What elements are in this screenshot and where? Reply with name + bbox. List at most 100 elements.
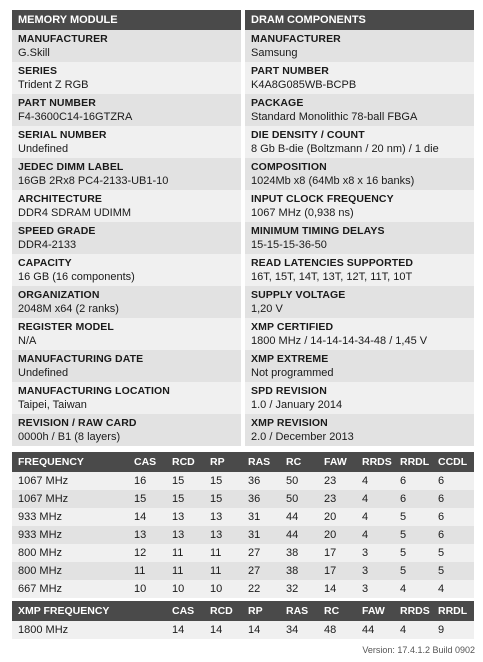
frequency-table-cell: 10 [204, 580, 242, 598]
memory-module-field: MANUFACTURING DATE Undefined [12, 350, 241, 382]
frequency-table-cell: 20 [318, 526, 356, 544]
frequency-table-cell: 15 [204, 472, 242, 490]
memory-module-field-label: MANUFACTURING DATE [18, 353, 144, 365]
memory-module-field: CAPACITY 16 GB (16 components) [12, 254, 241, 286]
frequency-table-row: 933 MHz 13 13 13 31 44 20 4 5 6 [12, 526, 474, 544]
memory-module-field-value: 16 GB (16 components) [18, 271, 135, 283]
frequency-table-cell: 5 [394, 562, 432, 580]
memory-module-field-value: Undefined [18, 367, 69, 379]
frequency-table-cell: 23 [318, 490, 356, 508]
dram-component-field: COMPOSITION 1024Mb x8 (64Mb x8 x 16 banks… [245, 158, 474, 190]
frequency-table-cell: 10 [166, 580, 204, 598]
dram-component-field-label: XMP CERTIFIED [251, 321, 334, 333]
xmp-table-column-header: CAS [166, 601, 204, 621]
xmp-timing-table: XMP FREQUENCY CAS RCD RP RAS RC FAW RRDS RRDL 18… [12, 601, 474, 639]
frequency-table-cell: 14 [318, 580, 356, 598]
memory-module-field-value: 0000h / B1 (8 layers) [18, 431, 121, 443]
info-columns: MEMORY MODULE MANUFACTURER G.Skill SERIES T… [12, 10, 474, 446]
memory-module-field-value: F4-3600C14-16GTZRA [18, 111, 133, 123]
memory-module-field: SERIES Trident Z RGB [12, 62, 241, 94]
frequency-table-cell: 4 [356, 472, 394, 490]
dram-component-field: READ LATENCIES SUPPORTED 16T, 15T, 14T, 1… [245, 254, 474, 286]
xmp-table-cell: 14 [242, 621, 280, 639]
memory-module-field-label: CAPACITY [18, 257, 72, 269]
frequency-table-cell: 15 [166, 490, 204, 508]
dram-component-field-label: MANUFACTURER [251, 33, 341, 45]
frequency-table-cell: 12 [128, 544, 166, 562]
memory-module-field-label: ORGANIZATION [18, 289, 100, 301]
dram-component-field-label: MINIMUM TIMING DELAYS [251, 225, 385, 237]
dram-component-field: XMP EXTREME Not programmed [245, 350, 474, 382]
memory-module-field: REGISTER MODEL N/A [12, 318, 241, 350]
frequency-table-cell: 14 [128, 508, 166, 526]
frequency-table-cell: 38 [280, 562, 318, 580]
memory-module-field-value: Taipei, Taiwan [18, 399, 87, 411]
frequency-table-cell: 50 [280, 472, 318, 490]
frequency-table-cell: 13 [166, 526, 204, 544]
frequency-table-column-header: CAS [128, 452, 166, 472]
frequency-table-column-header: RC [280, 452, 318, 472]
memory-module-field-label: ARCHITECTURE [18, 193, 103, 205]
dram-component-field-label: COMPOSITION [251, 161, 327, 173]
dram-component-field-value: 15-15-15-36-50 [251, 239, 327, 251]
memory-module-field: ORGANIZATION 2048M x64 (2 ranks) [12, 286, 241, 318]
xmp-table-cell: 34 [280, 621, 318, 639]
dram-components-header: DRAM COMPONENTS [245, 10, 474, 30]
frequency-table-cell: 11 [204, 544, 242, 562]
xmp-table-cell: 14 [166, 621, 204, 639]
frequency-table-cell: 667 MHz [12, 580, 128, 598]
memory-module-field: SERIAL NUMBER Undefined [12, 126, 241, 158]
frequency-table-cell: 6 [432, 490, 474, 508]
frequency-table-cell: 6 [432, 472, 474, 490]
xmp-table-column-header: RCD [204, 601, 242, 621]
memory-module-field: SPEED GRADE DDR4-2133 [12, 222, 241, 254]
frequency-table-cell: 1067 MHz [12, 490, 128, 508]
xmp-table-header: XMP FREQUENCY CAS RCD RP RAS RC FAW RRDS RRDL [12, 601, 474, 621]
memory-module-field: JEDEC DIMM LABEL 16GB 2Rx8 PC4-2133-UB1-1… [12, 158, 241, 190]
frequency-table-cell: 44 [280, 526, 318, 544]
frequency-table-cell: 4 [432, 580, 474, 598]
memory-module-field: MANUFACTURING LOCATION Taipei, Taiwan [12, 382, 241, 414]
dram-component-field: SUPPLY VOLTAGE 1,20 V [245, 286, 474, 318]
dram-components-section: DRAM COMPONENTS MANUFACTURER Samsung PART … [245, 10, 474, 446]
memory-module-field-label: JEDEC DIMM LABEL [18, 161, 124, 173]
dram-component-field-value: Not programmed [251, 367, 334, 379]
memory-module-field-value: 16GB 2Rx8 PC4-2133-UB1-10 [18, 175, 169, 187]
dram-component-field-value: 8 Gb B-die (Boltzmann / 20 nm) / 1 die [251, 143, 439, 155]
frequency-table-cell: 22 [242, 580, 280, 598]
frequency-table-cell: 44 [280, 508, 318, 526]
dram-component-field-label: XMP REVISION [251, 417, 328, 429]
frequency-table-column-header: RP [204, 452, 242, 472]
dram-component-field: MINIMUM TIMING DELAYS 15-15-15-36-50 [245, 222, 474, 254]
dram-component-field-label: SPD REVISION [251, 385, 327, 397]
memory-module-field-label: SERIAL NUMBER [18, 129, 107, 141]
xmp-table-column-header: FAW [356, 601, 394, 621]
dram-component-field-label: PART NUMBER [251, 65, 329, 77]
dram-component-field-value: 16T, 15T, 14T, 13T, 12T, 11T, 10T [251, 271, 413, 283]
frequency-table-cell: 31 [242, 508, 280, 526]
dram-component-field-label: XMP EXTREME [251, 353, 329, 365]
frequency-table-cell: 13 [204, 508, 242, 526]
frequency-table-cell: 3 [356, 544, 394, 562]
frequency-table-cell: 17 [318, 544, 356, 562]
frequency-table-cell: 11 [166, 544, 204, 562]
memory-module-field-label: SPEED GRADE [18, 225, 96, 237]
xmp-table-column-header: RC [318, 601, 356, 621]
frequency-table-cell: 4 [356, 490, 394, 508]
frequency-table-cell: 13 [204, 526, 242, 544]
xmp-table-column-header: RRDL [432, 601, 474, 621]
memory-module-header: MEMORY MODULE [12, 10, 241, 30]
frequency-table-cell: 23 [318, 472, 356, 490]
frequency-table-row: 933 MHz 14 13 13 31 44 20 4 5 6 [12, 508, 474, 526]
frequency-table-cell: 933 MHz [12, 526, 128, 544]
memory-module-field: PART NUMBER F4-3600C14-16GTZRA [12, 94, 241, 126]
frequency-table-cell: 13 [128, 526, 166, 544]
memory-module-field-value: DDR4 SDRAM UDIMM [18, 207, 132, 219]
frequency-table-cell: 15 [166, 472, 204, 490]
frequency-table-column-header: FREQUENCY [12, 452, 128, 472]
memory-module-field-value: Undefined [18, 143, 69, 155]
memory-module-field-label: SERIES [18, 65, 58, 77]
xmp-table-column-header: RP [242, 601, 280, 621]
memory-module-field-label: REVISION / RAW CARD [18, 417, 137, 429]
